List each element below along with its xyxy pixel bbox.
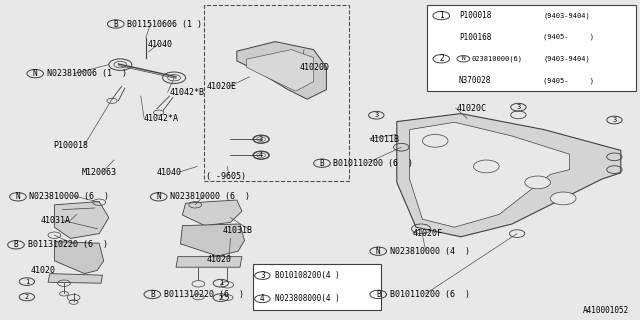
Circle shape <box>474 160 499 173</box>
Text: N023810000 (6  ): N023810000 (6 ) <box>29 192 109 201</box>
Text: 3: 3 <box>374 112 378 118</box>
Text: N023808000(4 ): N023808000(4 ) <box>275 294 339 303</box>
Text: N: N <box>33 69 38 78</box>
Text: 41042*B: 41042*B <box>170 88 205 97</box>
Text: A410001052: A410001052 <box>583 306 629 315</box>
Text: N: N <box>376 247 381 256</box>
Circle shape <box>525 176 550 189</box>
Text: N023810000 (6  ): N023810000 (6 ) <box>170 192 250 201</box>
Text: 41020F: 41020F <box>413 229 443 238</box>
Text: (9405-     ): (9405- ) <box>543 34 595 40</box>
Text: 4: 4 <box>259 152 263 158</box>
Text: 41020D: 41020D <box>300 63 330 72</box>
Text: N023810000 (4  ): N023810000 (4 ) <box>390 247 470 256</box>
Text: (9405-     ): (9405- ) <box>543 77 595 84</box>
Text: B011310220 (6  ): B011310220 (6 ) <box>28 240 108 249</box>
Polygon shape <box>54 242 104 274</box>
Text: 1: 1 <box>219 280 223 286</box>
Text: P100168: P100168 <box>459 33 492 42</box>
Text: 41020: 41020 <box>31 266 56 275</box>
Text: B011510606 (1 ): B011510606 (1 ) <box>127 20 202 28</box>
Text: 41020E: 41020E <box>206 82 236 91</box>
Text: ( -9605): ( -9605) <box>206 172 246 180</box>
Text: 2: 2 <box>25 294 29 300</box>
Text: N370028: N370028 <box>459 76 492 85</box>
Text: 2: 2 <box>219 295 223 300</box>
Text: 41031B: 41031B <box>223 226 253 235</box>
Text: 3: 3 <box>260 271 265 280</box>
Text: 41040: 41040 <box>157 168 182 177</box>
Circle shape <box>550 192 576 205</box>
Text: 3: 3 <box>612 117 616 123</box>
Polygon shape <box>246 50 314 91</box>
Text: 023810000(6): 023810000(6) <box>472 56 523 62</box>
Bar <box>204 5 349 181</box>
Text: B: B <box>113 20 118 28</box>
Text: 3: 3 <box>516 104 520 110</box>
Text: B: B <box>13 240 19 249</box>
Text: 41042*A: 41042*A <box>144 114 179 123</box>
Polygon shape <box>176 257 242 267</box>
Text: P100018: P100018 <box>53 141 88 150</box>
Text: 2: 2 <box>439 54 444 63</box>
Bar <box>253 264 381 310</box>
Text: 4: 4 <box>260 294 265 303</box>
Text: N: N <box>156 192 161 201</box>
Text: 41040: 41040 <box>147 40 172 49</box>
Circle shape <box>422 134 448 147</box>
Text: N: N <box>15 192 20 201</box>
Polygon shape <box>397 114 621 237</box>
Polygon shape <box>48 274 102 283</box>
Text: B010110200 (6  ): B010110200 (6 ) <box>333 159 413 168</box>
Text: (9403-9404): (9403-9404) <box>543 12 590 19</box>
Polygon shape <box>180 224 244 256</box>
Polygon shape <box>182 200 242 226</box>
Polygon shape <box>54 202 109 238</box>
Text: 3: 3 <box>259 136 263 142</box>
Text: (9403-9404): (9403-9404) <box>543 56 590 62</box>
Text: B: B <box>319 159 324 168</box>
Text: B010110200 (6  ): B010110200 (6 ) <box>390 290 470 299</box>
Bar <box>427 5 636 91</box>
Text: 41031A: 41031A <box>40 216 70 225</box>
Text: 41020C: 41020C <box>456 104 486 113</box>
Text: 1: 1 <box>25 279 29 284</box>
Text: B: B <box>150 290 155 299</box>
Polygon shape <box>410 122 570 227</box>
Text: P100018: P100018 <box>459 11 492 20</box>
Text: M120063: M120063 <box>81 168 116 177</box>
Polygon shape <box>237 42 326 99</box>
Text: B010108200(4 ): B010108200(4 ) <box>275 271 339 280</box>
Text: B: B <box>376 290 381 299</box>
Text: 1: 1 <box>439 11 444 20</box>
Text: 41011B: 41011B <box>370 135 400 144</box>
Text: 41020: 41020 <box>206 255 231 264</box>
Text: N: N <box>461 56 465 61</box>
Text: B011310220 (6  ): B011310220 (6 ) <box>164 290 244 299</box>
Text: N023810006 (1  ): N023810006 (1 ) <box>47 69 127 78</box>
